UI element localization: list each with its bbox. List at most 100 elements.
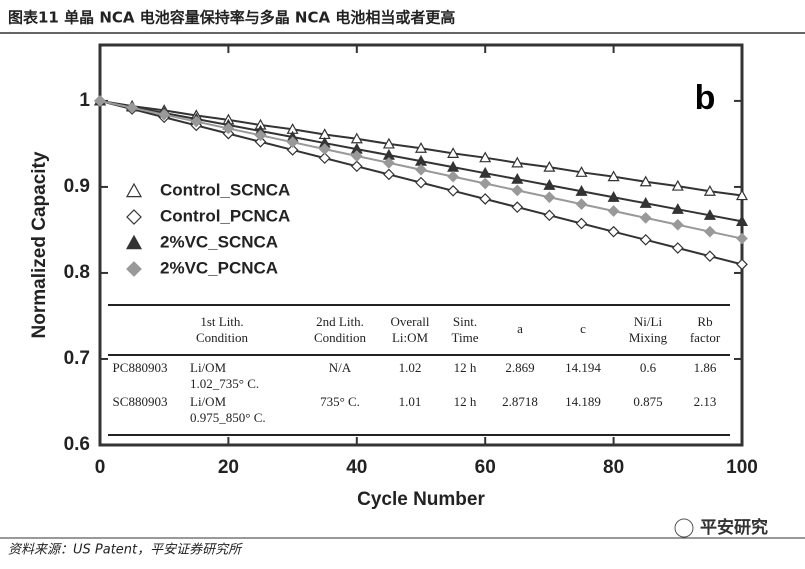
table-cell: 0.875 [633, 394, 662, 409]
marker [511, 172, 524, 184]
marker [383, 168, 395, 181]
table-header: a [517, 321, 523, 336]
marker [254, 135, 267, 148]
legend-label: 2%VC_SCNCA [160, 232, 278, 251]
table-cell: 12 h [454, 394, 477, 409]
marker [415, 176, 427, 189]
table-header: 2nd Lith. [316, 314, 364, 329]
marker [383, 157, 395, 169]
marker [735, 189, 749, 201]
table-cell: 12 h [454, 360, 477, 375]
x-axis-label: Cycle Number [357, 489, 485, 510]
legend-marker [126, 261, 142, 277]
table-cell: Li/OM [190, 360, 227, 375]
marker [543, 160, 556, 172]
table-cell: 14.189 [565, 394, 601, 409]
marker [222, 122, 235, 135]
marker [543, 191, 556, 204]
marker [607, 191, 620, 202]
table-header: Time [452, 330, 479, 345]
table-bg [108, 303, 730, 437]
logo-icon [674, 518, 694, 538]
marker [703, 185, 716, 196]
table-cell: 0.6 [640, 360, 657, 375]
legend-label: Control_PCNCA [160, 206, 290, 225]
table-cell: PC880903 [113, 360, 168, 375]
marker [479, 193, 492, 205]
footer-source: 资料来源：US Patent，平安证券研究所 [8, 542, 243, 558]
footer-logo: 平安研究 [700, 517, 768, 538]
marker [254, 129, 267, 142]
marker [543, 178, 556, 190]
marker [607, 225, 620, 238]
panel-label: b [695, 79, 716, 117]
marker [447, 170, 459, 183]
marker [607, 170, 620, 182]
table-cell: N/A [329, 360, 352, 375]
marker [447, 147, 460, 158]
table-cell: 14.194 [565, 360, 601, 375]
legend-marker [125, 234, 143, 250]
legend-label: 2%VC_PCNCA [160, 258, 278, 277]
x-tick-label: 80 [603, 457, 624, 478]
header-title: 图表11 单晶 NCA 电池容量保持率与多晶 NCA 电池相当或者更高 [8, 9, 455, 27]
marker [158, 108, 171, 121]
marker [318, 143, 331, 155]
marker [286, 136, 299, 149]
y-tick-label: 0.6 [64, 434, 90, 455]
x-tick-label: 60 [475, 457, 496, 478]
marker [190, 115, 203, 128]
marker [671, 179, 684, 191]
table-cell: 2.13 [694, 394, 717, 409]
marker [736, 232, 748, 245]
marker [511, 201, 524, 213]
marker [414, 141, 428, 153]
table-cell: 1.02_735° C. [190, 376, 259, 391]
table-cell: 735° C. [320, 394, 360, 409]
marker [703, 209, 716, 220]
marker [350, 150, 363, 162]
marker [447, 184, 459, 197]
marker [639, 197, 652, 208]
x-tick-label: 0 [95, 457, 106, 478]
marker [671, 218, 684, 231]
y-tick-label: 0.7 [64, 348, 90, 369]
table-cell: 0.975_850° C. [190, 410, 266, 425]
marker [415, 163, 427, 176]
table-cell: 2.8718 [502, 394, 538, 409]
marker [671, 242, 684, 254]
table-cell: 1.02 [399, 360, 422, 375]
table-cell: 1.01 [399, 394, 422, 409]
marker [639, 175, 652, 187]
legend-marker [125, 182, 143, 198]
marker [704, 250, 716, 263]
y-tick-label: 0.9 [64, 176, 90, 197]
table-header: Condition [196, 330, 249, 345]
marker [511, 156, 524, 168]
table-header: Sint. [453, 314, 477, 329]
table-cell: SC880903 [113, 394, 168, 409]
y-tick-label: 1 [79, 90, 90, 111]
y-axis-label: Normalized Capacity [29, 151, 50, 338]
marker [704, 225, 716, 238]
legend-label: Control_SCNCA [160, 180, 290, 199]
table-header: factor [690, 330, 721, 345]
table-header: 1st Lith. [200, 314, 243, 329]
marker [94, 95, 106, 107]
marker [575, 166, 588, 177]
table-header: Rb [697, 314, 712, 329]
table-header: Ni/Li [634, 314, 663, 329]
legend-marker [126, 209, 142, 225]
table-cell: Li/OM [190, 394, 227, 409]
marker [479, 166, 492, 178]
y-tick-label: 0.8 [64, 262, 90, 283]
table-header: Condition [314, 330, 367, 345]
marker [511, 184, 524, 197]
table-cell: 1.86 [694, 360, 717, 375]
marker [479, 151, 492, 163]
marker [575, 198, 588, 210]
marker [639, 212, 652, 224]
marker [382, 137, 395, 149]
marker [575, 185, 588, 196]
